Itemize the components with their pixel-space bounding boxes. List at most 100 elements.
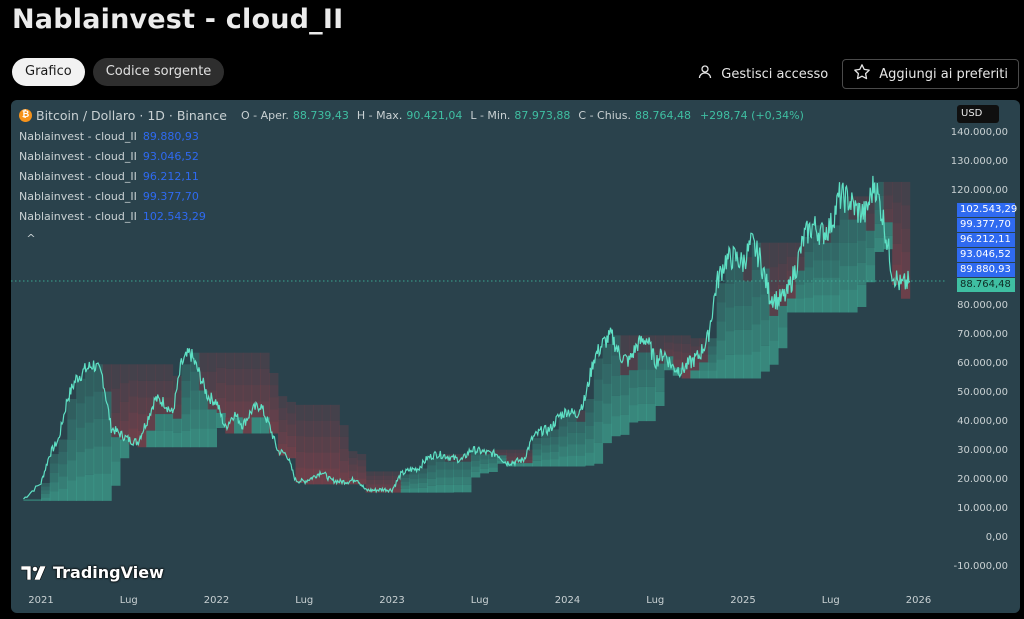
cloud-band (119, 364, 130, 384)
cloud-band (716, 359, 726, 379)
cloud-band (392, 475, 402, 480)
cloud-band (172, 390, 182, 405)
cloud-band (611, 416, 621, 437)
cloud-band (865, 213, 876, 231)
cloud-band (672, 359, 683, 368)
indicator-legend-row[interactable]: Nablainvest - cloud_II 89.880,93 (19, 127, 804, 147)
cloud-band (637, 352, 647, 370)
price-chart-canvas[interactable] (11, 100, 1020, 613)
cloud-band (163, 414, 174, 431)
cloud-band (49, 463, 60, 473)
cloud-band (234, 385, 244, 402)
cloud-band (225, 417, 235, 434)
cloud-band (637, 403, 647, 422)
cloud-band (111, 388, 121, 413)
x-axis-label: Lug (470, 595, 489, 606)
cloud-band (576, 455, 586, 467)
cloud-band (821, 295, 832, 313)
cloud-band (602, 423, 612, 444)
cloud-band (67, 439, 77, 461)
cloud-band (111, 461, 121, 486)
add-favorites-button[interactable]: Aggiungi ai preferiti (842, 59, 1019, 89)
cloud-band (558, 456, 568, 467)
cloud-band (734, 329, 744, 355)
cloud-band (751, 242, 762, 270)
cloud-band (646, 386, 656, 404)
cloud-band (93, 446, 103, 474)
cloud-band (330, 452, 340, 469)
cloud-band (813, 277, 823, 296)
cloud-band (567, 421, 577, 433)
cloud-band (743, 354, 753, 379)
cloud-band (760, 320, 770, 346)
indicator-legend-row[interactable]: Nablainvest - cloud_II 93.046,52 (19, 147, 804, 167)
cloud-band (155, 364, 165, 381)
indicator-legend-row[interactable]: Nablainvest - cloud_II 99.377,70 (19, 187, 804, 207)
cloud-band (234, 401, 244, 418)
indicator-name: Nablainvest - cloud_II (19, 190, 137, 203)
indicator-legend-row[interactable]: Nablainvest - cloud_II 102.543,29 (19, 207, 804, 227)
cloud-band (716, 340, 726, 360)
cloud-band (707, 370, 718, 379)
cloud-band (251, 417, 261, 434)
chart-legend: ₿ Bitcoin / Dollaro · 1D · Binance O - A… (19, 107, 804, 249)
cloud-band (883, 208, 893, 223)
cloud-band (242, 385, 253, 402)
cloud-band (313, 404, 323, 421)
currency-selector[interactable]: USD (957, 105, 999, 123)
cloud-band (848, 196, 858, 220)
tradingview-logo[interactable]: TradingView (21, 563, 164, 582)
cloud-band (190, 409, 200, 429)
cloud-band (383, 484, 393, 489)
tab-source-code[interactable]: Codice sorgente (92, 58, 225, 86)
cloud-band (304, 404, 314, 421)
cloud-band (400, 481, 411, 486)
cloud-band (813, 295, 823, 313)
cloud-band (699, 338, 709, 347)
cloud-band (76, 378, 86, 404)
cloud-band (830, 242, 841, 261)
price-line (23, 175, 911, 500)
cloud-band (716, 302, 726, 322)
cloud-band (339, 472, 349, 485)
tab-chart[interactable]: Grafico (12, 58, 85, 86)
y-axis-label: 40.000,00 (957, 416, 1008, 428)
cloud-band (348, 451, 358, 458)
cloud-band (435, 461, 446, 470)
low-value: 87.973,88 (514, 108, 571, 122)
indicator-legend-row[interactable]: Nablainvest - cloud_II 96.212,11 (19, 167, 804, 187)
cloud-band (304, 436, 314, 453)
cloud-band (848, 266, 858, 290)
cloud-band (743, 305, 753, 330)
cloud-band (567, 444, 577, 456)
cloud-band (418, 482, 428, 488)
cloud-band (277, 443, 288, 456)
cloud-band (84, 370, 95, 397)
cloud-band (330, 404, 340, 421)
cloud-band (409, 474, 419, 480)
y-axis-label: 20.000,00 (957, 474, 1008, 486)
cloud-band (444, 484, 454, 493)
cloud-band (321, 404, 332, 421)
cloud-band (137, 414, 147, 431)
cloud-band (444, 461, 454, 470)
cloud-band (84, 448, 95, 475)
cloud-band (128, 396, 139, 413)
manage-access-button[interactable]: Gestisci accesso (697, 64, 828, 84)
cloud-band (260, 352, 270, 369)
cloud-band (506, 453, 516, 457)
cloud-band (523, 453, 533, 457)
symbol-label[interactable]: Bitcoin / Dollaro · 1D · Binance (36, 107, 227, 123)
x-axis-label: 2026 (905, 595, 932, 606)
cloud-band (585, 439, 595, 453)
cloud-band (549, 451, 560, 460)
chart-panel[interactable]: ₿ Bitcoin / Dollaro · 1D · Binance O - A… (11, 100, 1020, 613)
cloud-band (435, 484, 446, 493)
cloud-band (128, 412, 139, 429)
cloud-band (567, 410, 577, 422)
indicator-price-tag: 93.046,52 (957, 248, 1015, 262)
cloud-band (435, 469, 446, 478)
collapse-legend-button[interactable]: ^ (19, 231, 43, 249)
cloud-band (409, 488, 419, 493)
cloud-band (102, 418, 112, 447)
